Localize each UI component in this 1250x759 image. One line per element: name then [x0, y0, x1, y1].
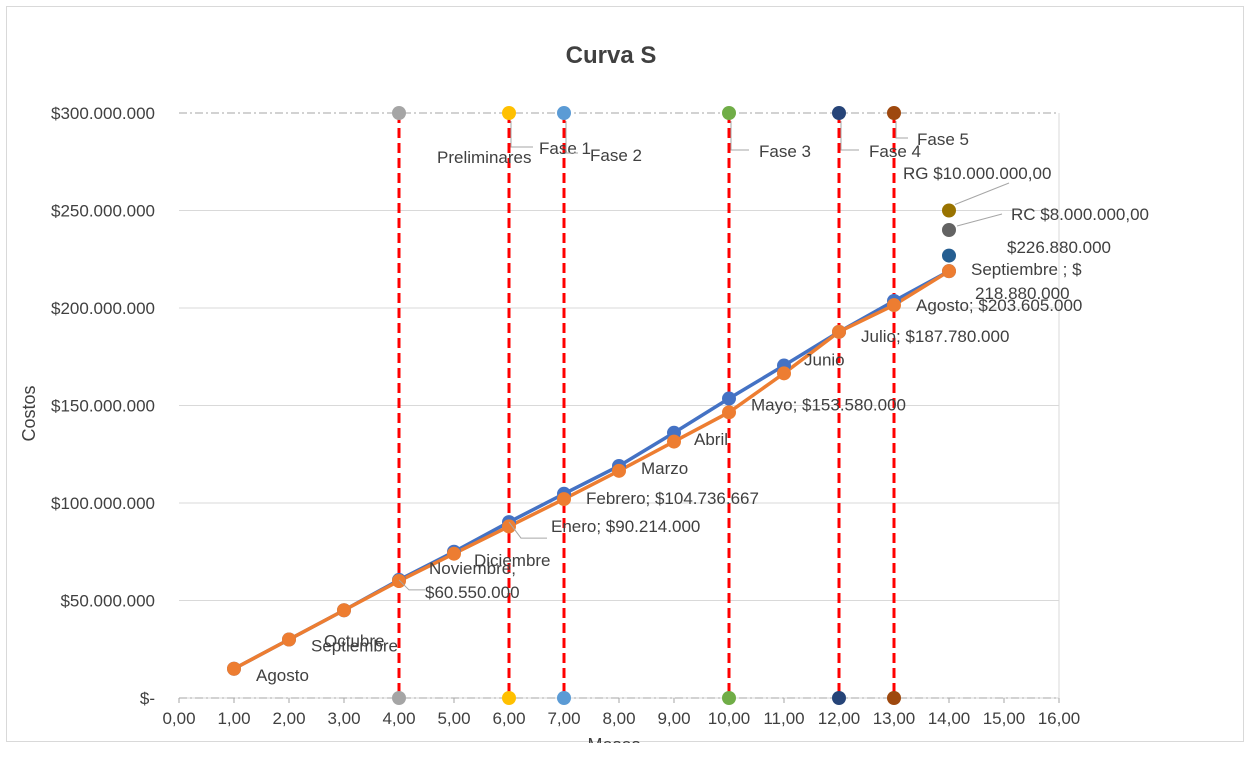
y-tick-label: $300.000.000	[51, 104, 155, 123]
point-label: Agosto	[256, 666, 309, 685]
extra-leader-line	[956, 213, 1003, 227]
phase-bottom-marker	[392, 691, 406, 705]
series-2-point	[392, 574, 406, 588]
point-label: Julio; $187.780.000	[861, 327, 1009, 346]
phase-leader-line	[730, 121, 749, 151]
x-tick-label: 1,00	[217, 709, 250, 728]
x-tick-label: 13,00	[873, 709, 916, 728]
series-2-point	[282, 632, 296, 647]
series-1-point	[722, 391, 736, 406]
extra-point	[942, 248, 956, 263]
series-2-point	[337, 603, 351, 618]
phase-label: Preliminares	[437, 148, 531, 167]
phase-label: Fase 3	[759, 142, 811, 161]
point-label: Junio	[804, 351, 845, 370]
point-label: Septiembre	[311, 637, 398, 656]
x-axis-title: Meses	[587, 735, 640, 743]
point-label: Octubre	[324, 631, 384, 650]
extra-point-label: RC $8.000.000,00	[1011, 205, 1149, 224]
point-label: Abril	[694, 430, 728, 449]
phase-top-marker	[557, 106, 571, 120]
point-leader-line	[508, 521, 547, 539]
chart-svg: Curva S $- $50.000.000 $100.000.000 $150.000…	[19, 42, 1149, 743]
phase-bottom-marker	[887, 691, 901, 705]
x-tick-label: 15,00	[983, 709, 1026, 728]
x-tick-label: 4,00	[382, 709, 415, 728]
phase-leader-line	[840, 121, 859, 151]
y-tick-label: $50.000.000	[60, 592, 155, 611]
point-label: Marzo	[641, 459, 688, 478]
y-tick-label: $100.000.000	[51, 494, 155, 513]
point-label: Febrero; $104.736.667	[586, 489, 759, 508]
phase-leader-line	[565, 121, 578, 154]
x-tick-label: 6,00	[492, 709, 525, 728]
phase-top-marker	[722, 106, 736, 120]
series-2-point	[722, 405, 736, 420]
x-tick-label: 10,00	[708, 709, 751, 728]
chart-title: Curva S	[566, 42, 657, 69]
x-tick-label: 5,00	[437, 709, 470, 728]
series-2-point	[887, 298, 901, 313]
phase-label: Fase 5	[917, 130, 969, 149]
point-label-line2: 218.880.000	[975, 284, 1070, 303]
extra-leader-line	[954, 182, 1010, 205]
y-tick-label: $-	[140, 689, 155, 708]
phase-top-marker	[832, 106, 846, 120]
phase-leader-line	[510, 121, 533, 148]
y-tick-label: $200.000.000	[51, 299, 155, 318]
chart-frame: Curva S $- $50.000.000 $100.000.000 $150.000…	[6, 6, 1244, 743]
series-2-point	[502, 519, 516, 534]
x-tick-label: 8,00	[602, 709, 635, 728]
phase-leader-line	[895, 121, 908, 139]
series-2-point	[832, 324, 846, 339]
phase-bottom-marker	[722, 691, 736, 705]
x-tick-label: 14,00	[928, 709, 971, 728]
x-tick-label: 11,00	[763, 709, 804, 728]
point-label: Agosto; $203.605.000	[916, 296, 1082, 315]
phase-top-marker	[887, 106, 901, 120]
point-label: Enero; $90.214.000	[551, 517, 700, 536]
series-2-point	[777, 366, 791, 381]
phase-top-marker	[392, 106, 406, 120]
point-label-line2: $60.550.000	[425, 583, 520, 602]
extra-point-label: $226.880.000	[1007, 238, 1111, 257]
x-tick-label: 9,00	[657, 709, 690, 728]
series-2-point	[667, 434, 681, 449]
series-2-point	[447, 546, 461, 561]
extra-point	[942, 203, 956, 218]
x-tick-label: 16,00	[1038, 709, 1081, 728]
y-axis-title: Costos	[19, 385, 39, 441]
x-tick-label: 7,00	[547, 709, 580, 728]
extra-point-label: RG $10.000.000,00	[903, 164, 1051, 183]
y-tick-label: $250.000.000	[51, 202, 155, 221]
phase-label: Fase 1	[539, 139, 591, 158]
phase-bottom-marker	[502, 691, 516, 705]
phase-bottom-marker	[832, 691, 846, 705]
series-2-point	[612, 463, 626, 478]
y-tick-label: $150.000.000	[51, 397, 155, 416]
point-label: Mayo; $153.580.000	[751, 396, 906, 415]
x-tick-label: 2,00	[272, 709, 305, 728]
point-leader-line	[398, 579, 425, 591]
phase-label: Fase 4	[869, 142, 921, 161]
x-tick-label: 12,00	[818, 709, 861, 728]
x-tick-label: 0,00	[162, 709, 195, 728]
series-2-point	[942, 264, 956, 279]
series-line-2	[233, 269, 950, 671]
phase-bottom-marker	[557, 691, 571, 705]
series-2-point	[227, 661, 241, 676]
point-label: Noviembre;	[429, 559, 516, 578]
phase-top-marker	[502, 106, 516, 120]
point-label: Diciembre	[474, 551, 551, 570]
x-tick-label: 3,00	[327, 709, 360, 728]
phase-label: Fase 2	[590, 146, 642, 165]
point-label: Septiembre ; $	[971, 260, 1082, 279]
series-2-point	[557, 492, 571, 507]
extra-point	[942, 223, 956, 237]
